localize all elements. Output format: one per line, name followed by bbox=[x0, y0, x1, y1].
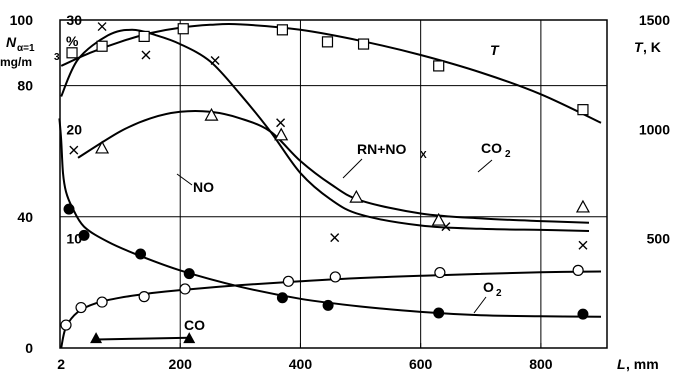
annotation-no: NO bbox=[193, 179, 214, 195]
x-tick-label: 400 bbox=[289, 356, 313, 372]
curve-t bbox=[60, 22, 602, 124]
y-left-inner-tick-label: 20 bbox=[66, 121, 82, 137]
y-right-tick-label: 1500 bbox=[639, 12, 670, 28]
y-left-outer-tick-label: 100 bbox=[10, 12, 34, 28]
point-o2 bbox=[577, 308, 589, 320]
data-markers bbox=[60, 22, 590, 344]
x-tick-label: 2 bbox=[57, 356, 65, 372]
y-left-outer-tick-label: 80 bbox=[17, 78, 33, 94]
point-t bbox=[138, 30, 150, 42]
point-t bbox=[66, 47, 78, 59]
y-left-outer-tick-label: 40 bbox=[17, 209, 33, 225]
leader-o2 bbox=[473, 296, 487, 314]
annotation-rn-nox-sub: X bbox=[420, 150, 427, 161]
curve-co bbox=[96, 336, 190, 341]
point-o2 bbox=[322, 299, 334, 311]
x-tick-label: 800 bbox=[529, 356, 553, 372]
y-left-inner-tick-label: 10 bbox=[66, 231, 82, 247]
annotation-co: CO bbox=[184, 317, 205, 333]
x-axis-label-var: L bbox=[617, 356, 626, 372]
annotation-o2: O bbox=[483, 279, 494, 295]
y-right-tick-label: 500 bbox=[647, 231, 671, 247]
y-left-inner-label: % bbox=[66, 33, 79, 49]
point-series-4 bbox=[60, 319, 72, 331]
point-no bbox=[575, 199, 590, 213]
point-o2 bbox=[78, 229, 90, 241]
point-series-1 bbox=[97, 22, 107, 32]
point-no bbox=[95, 140, 110, 154]
point-series-1 bbox=[578, 240, 588, 250]
point-t bbox=[321, 36, 334, 48]
y-left-outer-label-var: N bbox=[6, 34, 17, 50]
point-series-1 bbox=[69, 145, 79, 155]
series-curves bbox=[58, 22, 602, 349]
y-left-outer-label-sub: α=1 bbox=[17, 43, 35, 54]
point-no bbox=[204, 107, 219, 121]
y-right-label-unit: , K bbox=[643, 39, 661, 55]
point-series-1 bbox=[210, 55, 220, 65]
point-o2 bbox=[135, 248, 147, 260]
point-t bbox=[177, 23, 189, 35]
point-t bbox=[577, 104, 589, 116]
point-no bbox=[431, 212, 446, 226]
point-no bbox=[349, 189, 364, 203]
point-o2 bbox=[63, 203, 75, 215]
x-tick-label: 600 bbox=[409, 356, 433, 372]
curve-o2 bbox=[58, 118, 602, 318]
curve-series-1 bbox=[60, 28, 590, 232]
y-left-outer-label-sup: 3 bbox=[54, 52, 60, 63]
point-co bbox=[183, 332, 196, 344]
point-o2 bbox=[276, 292, 288, 304]
annotation-o2-sub: 2 bbox=[496, 288, 502, 299]
point-series-4 bbox=[138, 291, 150, 303]
point-co bbox=[90, 332, 103, 344]
point-o2 bbox=[433, 307, 445, 319]
point-series-4 bbox=[329, 271, 341, 283]
x-tick-label: 200 bbox=[169, 356, 193, 372]
point-series-4 bbox=[572, 264, 584, 276]
point-no bbox=[274, 127, 289, 141]
annotation-co2-sub: 2 bbox=[505, 149, 511, 160]
leader-rn-nox bbox=[342, 158, 363, 179]
plot-frame bbox=[59, 19, 608, 349]
point-series-4 bbox=[96, 296, 108, 308]
point-series-1 bbox=[276, 118, 286, 128]
point-o2 bbox=[183, 268, 195, 280]
annotation-T: T bbox=[490, 42, 500, 58]
y-right-tick-label: 1000 bbox=[639, 121, 670, 137]
point-t bbox=[433, 60, 445, 72]
curve-no bbox=[77, 109, 590, 224]
point-series-4 bbox=[434, 266, 446, 279]
point-series-4 bbox=[179, 283, 191, 295]
x-axis-label-unit: , mm bbox=[626, 356, 659, 372]
annotation-co2: CO bbox=[481, 140, 502, 156]
annotation-rn-nox: RN+NO bbox=[357, 141, 407, 157]
point-t bbox=[96, 40, 108, 52]
point-series-4 bbox=[75, 301, 87, 314]
y-left-outer-tick-label: 0 bbox=[25, 340, 33, 356]
point-t bbox=[276, 24, 289, 36]
point-series-1 bbox=[330, 233, 340, 243]
leader-no bbox=[176, 173, 193, 186]
y-left-outer-label-unit: mg/m bbox=[0, 55, 32, 69]
point-series-1 bbox=[141, 50, 151, 60]
leader-co2 bbox=[477, 159, 493, 173]
point-t bbox=[357, 38, 370, 50]
point-series-4 bbox=[282, 275, 295, 287]
y-right-label-var: T bbox=[634, 39, 644, 55]
